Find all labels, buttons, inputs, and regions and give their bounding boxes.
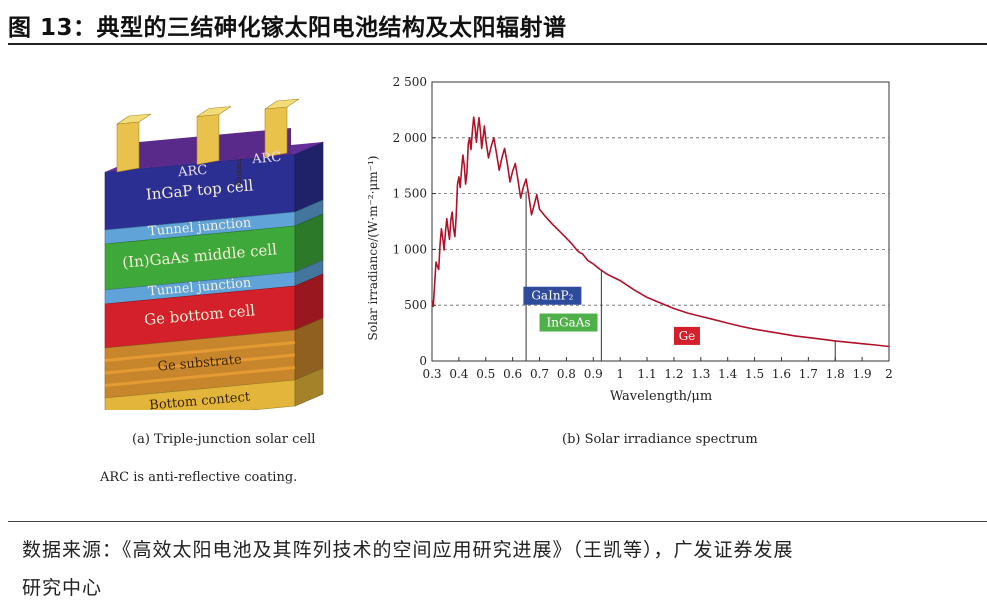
x-tick-label: 0.6: [503, 367, 522, 381]
source-line-1: 数据来源：《高效太阳电池及其阵列技术的空间应用研究进展》（王凯等），广发证券发展: [22, 539, 794, 561]
band-label-box: [673, 326, 700, 345]
y-tick-label: 1 000: [393, 242, 427, 256]
x-tick-label: 2: [885, 367, 893, 381]
x-tick-label: 0.5: [476, 367, 495, 381]
x-tick-label: 1.8: [826, 367, 845, 381]
band-label-box: [539, 313, 598, 332]
arc-label-right: ARC: [251, 150, 282, 168]
x-tick-label: 1.1: [638, 367, 657, 381]
x-tick-label: 1.6: [772, 367, 791, 381]
contact-bar-top: [196, 106, 232, 117]
x-axis-label: Wavelength/μm: [610, 389, 712, 404]
y-tick-label: 2 000: [393, 131, 427, 145]
spectrum-line: [431, 116, 890, 348]
y-axis-label: Solar irradiance/(W·m⁻²·μm⁻¹): [366, 156, 380, 341]
band-label: Ge: [679, 329, 696, 343]
x-tick-label: 1.3: [691, 367, 710, 381]
cell-layer-side: [294, 367, 324, 407]
plot-frame: [431, 81, 890, 362]
x-tick-label: 1.4: [718, 367, 737, 381]
spectrum-caption: (b) Solar irradiance spectrum: [562, 432, 758, 447]
substrate-stripe: [104, 353, 296, 375]
contact-bar-top: [116, 113, 152, 125]
cell-caption: (a) Triple-junction solar cell: [132, 432, 316, 447]
y-tick-label: 0: [419, 354, 427, 368]
y-tick-label: 1 500: [393, 187, 427, 201]
x-tick-label: 0.4: [449, 367, 468, 381]
x-tick-label: 0.7: [530, 367, 549, 381]
x-tick-label: 1.7: [799, 367, 818, 381]
x-tick-label: 1.2: [664, 367, 683, 381]
source-rule: [8, 521, 987, 522]
contact-label: Contact: [235, 158, 243, 185]
x-tick-label: 0.8: [557, 367, 576, 381]
source-line-2: 研究中心: [22, 577, 103, 599]
cell-layer-label: Ge substrate: [157, 352, 243, 374]
band-label-box: [523, 286, 582, 305]
arc-note: ARC is anti-reflective coating.: [100, 470, 298, 485]
x-tick-label: 1.9: [853, 367, 872, 381]
y-tick-label: 500: [404, 298, 427, 312]
contact-bar-top: [264, 98, 300, 110]
figure-title: 图 13：典型的三结砷化镓太阳电池结构及太阳辐射谱: [8, 15, 567, 41]
substrate-stripe: [104, 366, 296, 387]
x-tick-label: 1.5: [745, 367, 764, 381]
band-label: GaInP₂: [531, 289, 573, 303]
arc-label-left: ARC: [177, 163, 208, 181]
spectrum-chart: Solar irradiance/(W·m⁻²·μm⁻¹) Wavelength…: [366, 75, 893, 404]
x-tick-label: 0.9: [584, 367, 603, 381]
y-tick-label: 2 500: [393, 75, 427, 89]
band-label: InGaAs: [547, 316, 591, 330]
x-tick-label: 1: [616, 367, 624, 381]
title-rule: [8, 43, 987, 45]
substrate-stripe: [104, 341, 296, 362]
contact-bar: [196, 114, 220, 165]
x-tick-label: 0.3: [422, 367, 441, 381]
contact-bar: [116, 121, 140, 173]
